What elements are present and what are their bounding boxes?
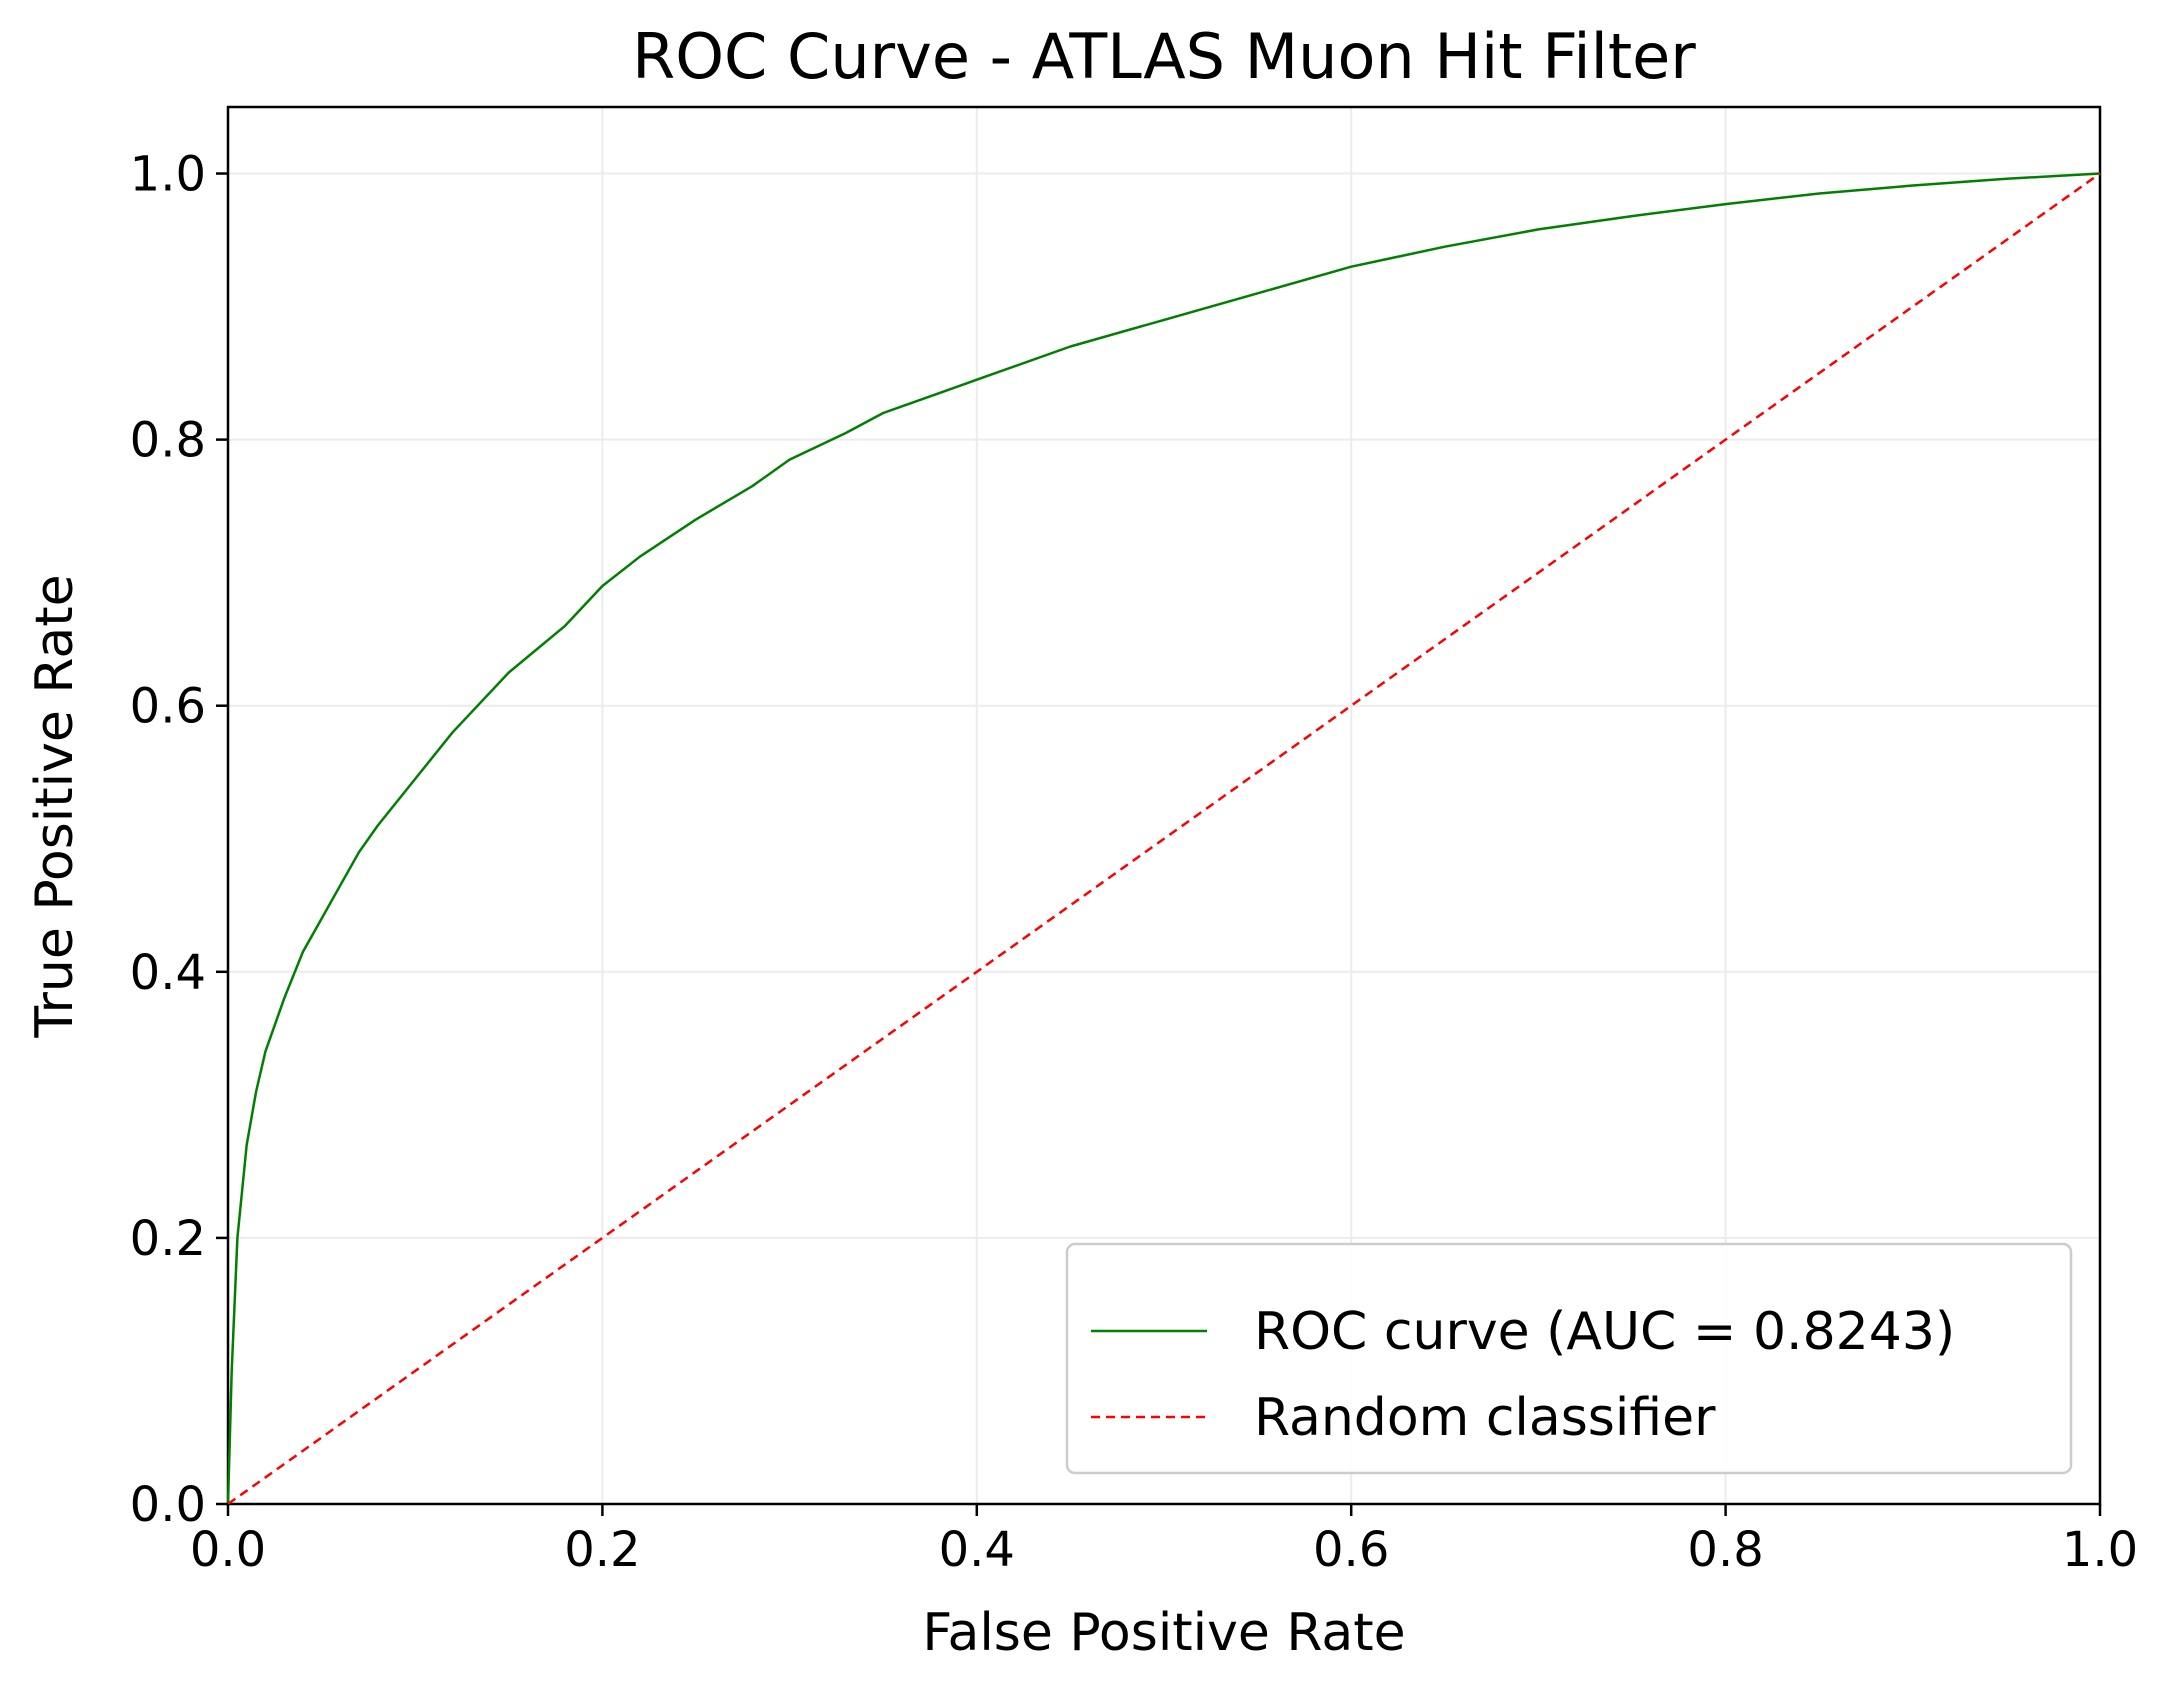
y-tick-label-2: 0.4 xyxy=(130,945,206,1001)
x-axis-label: False Positive Rate xyxy=(922,1603,1405,1663)
legend-roc-label: ROC curve (AUC = 0.8243) xyxy=(1254,1302,1955,1362)
legend: ROC curve (AUC = 0.8243) Random classifi… xyxy=(1065,1242,2073,1475)
x-tick-label-1: 0.2 xyxy=(564,1522,640,1578)
x-tick-label-0: 0.0 xyxy=(190,1522,266,1578)
y-tick-label-4: 0.8 xyxy=(130,413,206,469)
axis-ticks: 0.0 0.2 0.4 0.6 0.8 1.0 0.0 0.2 0.4 0.6 0.8 1.0 xyxy=(130,147,2139,1578)
legend-box xyxy=(1065,1242,2073,1475)
y-tick-label-5: 1.0 xyxy=(130,147,206,203)
x-tick-label-3: 0.6 xyxy=(1313,1522,1389,1578)
series-line-0 xyxy=(226,172,2101,1505)
x-tick-label-5: 1.0 xyxy=(2062,1522,2138,1578)
legend-random-label: Random classifier xyxy=(1254,1388,1716,1448)
y-tick-label-3: 0.6 xyxy=(130,679,206,735)
x-tick-label-2: 0.4 xyxy=(939,1522,1015,1578)
y-axis-label: True Positive Rate xyxy=(25,574,85,1038)
plot-frame xyxy=(226,105,2102,1506)
y-tick-label-1: 0.2 xyxy=(130,1211,206,1267)
series-line-1 xyxy=(227,172,2101,1506)
y-tick-label-0: 0.0 xyxy=(130,1477,206,1533)
x-tick-label-4: 0.8 xyxy=(1687,1522,1763,1578)
series-layer xyxy=(226,172,2101,1506)
chart-title: ROC Curve - ATLAS Muon Hit Filter xyxy=(632,20,1696,93)
grid-lines xyxy=(227,107,2101,1505)
